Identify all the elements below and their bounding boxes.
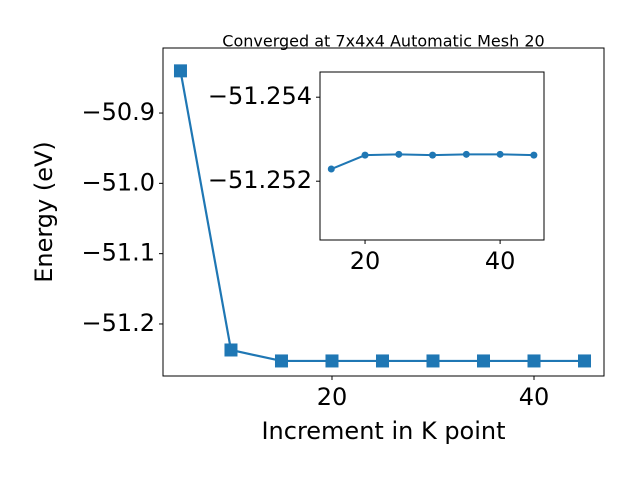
point <box>462 150 470 158</box>
point <box>361 151 369 159</box>
point <box>530 151 538 159</box>
point <box>327 165 335 173</box>
x-tick-label: 20 <box>350 247 381 275</box>
point <box>395 150 403 158</box>
point <box>274 354 288 368</box>
x-tick-label: 20 <box>317 383 348 411</box>
point <box>375 354 389 368</box>
point <box>476 354 490 368</box>
y-tick-label: −51.252 <box>208 166 312 194</box>
point <box>527 354 541 368</box>
point <box>173 64 187 78</box>
point <box>578 354 592 368</box>
point <box>429 151 437 159</box>
y-tick-label: −51.0 <box>81 168 155 196</box>
x-axis-label: Increment in K point <box>261 417 505 445</box>
y-tick-label: −51.254 <box>208 82 312 110</box>
point <box>496 150 504 158</box>
chart-title: Converged at 7x4x4 Automatic Mesh 20 <box>222 32 544 51</box>
y-tick-label: −51.1 <box>81 239 155 267</box>
point <box>224 343 238 357</box>
y-tick-label: −51.2 <box>81 309 155 337</box>
point <box>325 354 339 368</box>
point <box>426 354 440 368</box>
y-tick-label: −50.9 <box>81 98 155 126</box>
x-tick-label: 40 <box>519 383 550 411</box>
y-axis-label: Energy (eV) <box>30 141 58 283</box>
x-tick-label: 40 <box>485 247 516 275</box>
